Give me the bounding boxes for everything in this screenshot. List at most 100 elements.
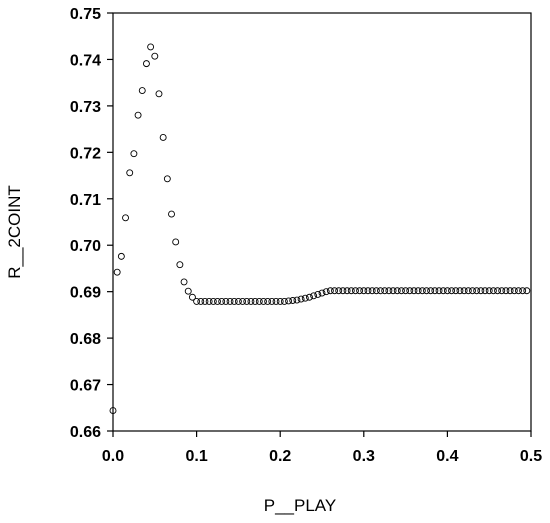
data-point (218, 297, 226, 305)
data-point (301, 294, 309, 302)
data-point (134, 111, 142, 119)
data-point (506, 287, 514, 295)
data-point (494, 287, 502, 295)
data-point (443, 287, 451, 295)
data-point (510, 287, 518, 295)
data-point (264, 297, 272, 305)
data-point (393, 287, 401, 295)
data-point (368, 287, 376, 295)
data-point (251, 297, 259, 305)
data-point (410, 287, 418, 295)
data-point (280, 297, 288, 305)
data-point (464, 287, 472, 295)
data-point (477, 287, 485, 295)
data-point (481, 287, 489, 295)
data-point (247, 297, 255, 305)
data-point (498, 287, 506, 295)
data-point (339, 287, 347, 295)
data-point (306, 293, 313, 301)
data-point (172, 238, 180, 246)
data-point (502, 287, 510, 295)
x-tick-label: 0.3 (353, 448, 375, 465)
x-tick-label: 0.5 (520, 448, 542, 465)
y-tick-label: 0.67 (70, 378, 101, 395)
x-tick-label: 0.2 (269, 448, 291, 465)
data-point (168, 210, 175, 218)
data-point (351, 287, 359, 295)
data-point (423, 287, 430, 295)
data-point (314, 291, 322, 298)
y-tick-label: 0.68 (70, 331, 101, 348)
data-point (255, 297, 263, 305)
data-point (180, 278, 188, 286)
data-point (268, 297, 276, 305)
data-point (473, 287, 481, 295)
data-point (214, 297, 221, 305)
data-point (130, 150, 138, 158)
data-point (243, 297, 251, 305)
data-point (322, 288, 330, 296)
y-tick-label: 0.73 (70, 99, 101, 116)
data-point (523, 287, 531, 295)
y-axis-title: R__2COINT (5, 185, 24, 279)
data-point (439, 287, 447, 295)
data-point (222, 297, 230, 305)
data-point (151, 52, 159, 60)
y-tick-label: 0.70 (70, 238, 101, 255)
data-point (519, 287, 527, 295)
y-tick-label: 0.74 (70, 52, 101, 69)
data-point (418, 287, 426, 295)
data-point (347, 287, 355, 295)
data-point (285, 297, 293, 305)
x-axis-title: P__PLAY (264, 496, 336, 515)
data-point (138, 87, 146, 95)
data-point (485, 287, 493, 295)
data-point (297, 295, 305, 303)
data-point (356, 287, 364, 295)
x-tick-label: 0.0 (102, 448, 124, 465)
data-point (335, 287, 343, 295)
data-point (318, 289, 326, 297)
data-point (184, 287, 192, 295)
data-point (448, 287, 456, 295)
data-point (364, 287, 372, 295)
data-point (205, 297, 213, 305)
data-point (188, 293, 196, 301)
y-tick-label: 0.72 (70, 145, 101, 162)
data-point (126, 169, 134, 177)
data-point (289, 297, 297, 304)
x-tick-label: 0.4 (436, 448, 458, 465)
data-point (406, 287, 414, 295)
data-point (276, 297, 284, 305)
data-point (234, 297, 242, 305)
data-point (201, 297, 209, 305)
data-point (414, 287, 422, 295)
data-point (310, 292, 318, 300)
data-point (389, 287, 397, 295)
data-point (381, 287, 389, 295)
y-axis: 0.66 0.67 0.68 0.69 0.70 0.71 0.72 0.73 0.74 0.75 (70, 6, 113, 441)
data-point (293, 296, 301, 304)
plot-frame (112, 12, 532, 432)
data-point (431, 287, 439, 295)
data-point (456, 287, 464, 295)
data-point (176, 261, 184, 269)
data-point (489, 287, 497, 295)
data-point (226, 297, 234, 305)
data-point (147, 43, 155, 51)
data-point (260, 297, 267, 305)
data-point (331, 287, 338, 295)
data-point (113, 268, 121, 276)
data-point (193, 297, 201, 305)
data-point (397, 287, 405, 295)
data-point (435, 287, 443, 295)
data-point (460, 287, 468, 295)
data-point (155, 90, 163, 98)
x-axis: 0.0 0.1 0.2 0.3 0.4 0.5 (102, 431, 542, 465)
data-point (272, 297, 280, 305)
data-point (469, 287, 476, 295)
data-point (142, 60, 150, 68)
data-point (372, 287, 380, 295)
data-point (343, 287, 351, 295)
